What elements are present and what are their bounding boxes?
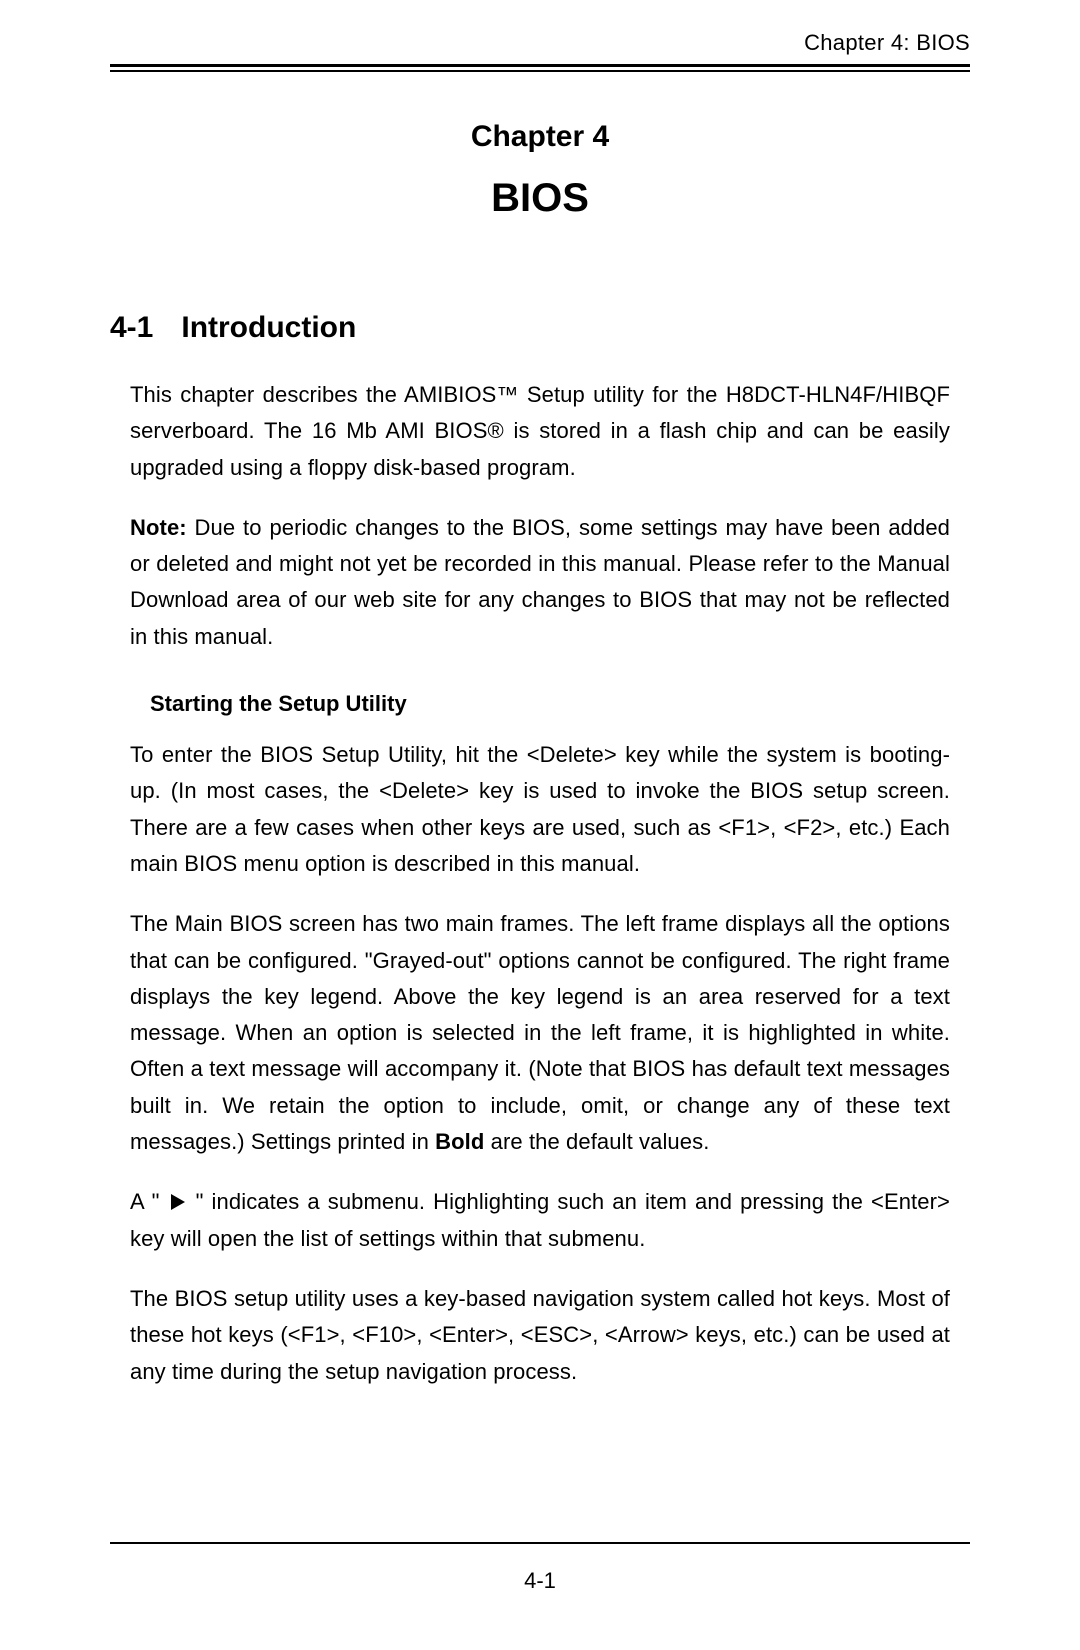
section-heading: 4-1 Introduction bbox=[110, 311, 970, 345]
paragraph-5a: A " bbox=[130, 1189, 168, 1214]
note-label: Note: bbox=[130, 515, 187, 540]
note-body: Due to periodic changes to the BIOS, som… bbox=[130, 515, 950, 649]
paragraph-5: A " " indicates a submenu. Highlighting … bbox=[130, 1184, 950, 1257]
paragraph-3: To enter the BIOS Setup Utility, hit the… bbox=[130, 737, 950, 882]
paragraph-6: The BIOS setup utility uses a key-based … bbox=[130, 1281, 950, 1390]
section-number: 4-1 bbox=[110, 311, 153, 345]
chapter-label: Chapter 4 bbox=[110, 120, 970, 154]
paragraph-4-bold: Bold bbox=[435, 1129, 484, 1154]
header-rule bbox=[110, 64, 970, 72]
chapter-title: BIOS bbox=[110, 176, 970, 221]
footer-rule bbox=[110, 1542, 970, 1544]
paragraph-4a: The Main BIOS screen has two main frames… bbox=[130, 911, 950, 1154]
document-page: Chapter 4: BIOS Chapter 4 BIOS 4-1 Introd… bbox=[0, 0, 1080, 1650]
paragraph-4b: are the default values. bbox=[484, 1129, 709, 1154]
section-title: Introduction bbox=[181, 311, 356, 344]
page-number: 4-1 bbox=[110, 1568, 970, 1594]
submenu-triangle-icon bbox=[171, 1194, 185, 1210]
subheading: Starting the Setup Utility bbox=[150, 691, 950, 717]
page-footer: 4-1 bbox=[110, 1542, 970, 1594]
paragraph-4: The Main BIOS screen has two main frames… bbox=[130, 906, 950, 1160]
intro-paragraph: This chapter describes the AMIBIOS™ Setu… bbox=[130, 377, 950, 486]
paragraph-5b: " indicates a submenu. Highlighting such… bbox=[130, 1189, 950, 1250]
running-head: Chapter 4: BIOS bbox=[110, 30, 970, 56]
note-paragraph: Note: Due to periodic changes to the BIO… bbox=[130, 510, 950, 655]
